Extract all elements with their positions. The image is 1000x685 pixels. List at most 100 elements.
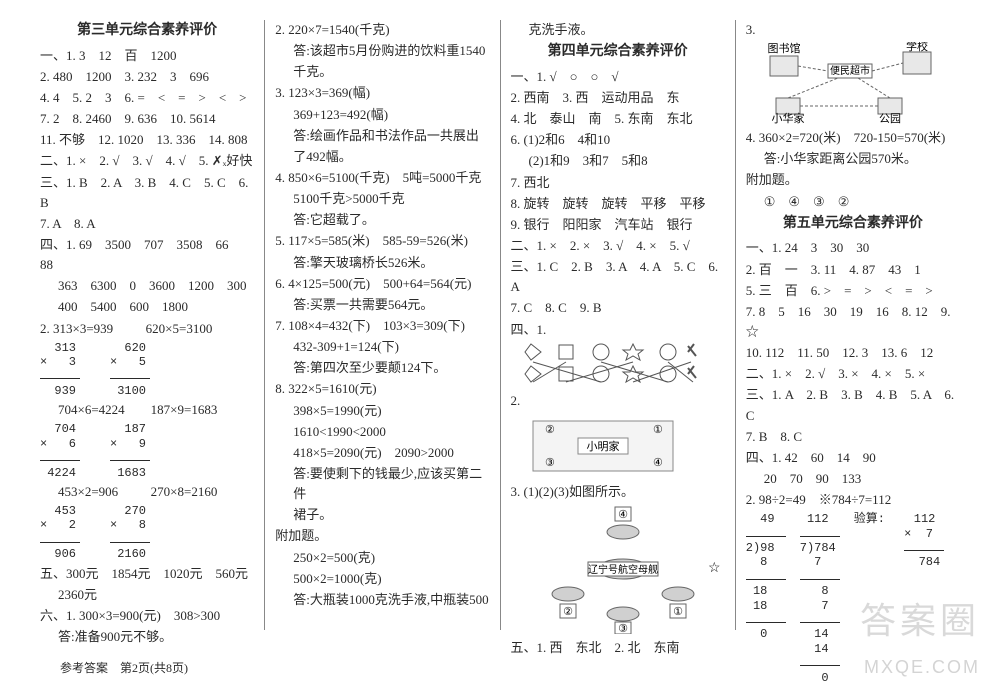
c3-l3: 4. 北 泰山 南 5. 东南 东北 bbox=[511, 109, 725, 129]
d2mr: 784 bbox=[904, 555, 940, 569]
match-svg bbox=[523, 342, 698, 387]
c2-l1: 2. 220×7=1540(千克) bbox=[275, 20, 489, 40]
d1r2: 0 bbox=[746, 627, 768, 641]
d1d: 2)98 bbox=[746, 541, 775, 555]
d2-line3 bbox=[800, 622, 840, 623]
d1-line1 bbox=[746, 536, 786, 537]
unit3-title: 第三单元综合素养评价 bbox=[40, 20, 254, 42]
c4-l2: 4. 360×2=720(米) 720-150=570(米) bbox=[746, 128, 960, 148]
va-a: 313 bbox=[40, 341, 76, 355]
c2-l19: 418×5=2090(元) 2090>2000 bbox=[275, 443, 489, 463]
c2-l20b: 裙子。 bbox=[275, 505, 489, 525]
va-b: × 3 bbox=[40, 355, 76, 369]
d1-line2 bbox=[746, 579, 786, 580]
d1s2: 18 bbox=[746, 599, 768, 613]
d2m-line bbox=[904, 550, 944, 551]
c3-l2: 2. 西南 3. 西 运动用品 东 bbox=[511, 88, 725, 108]
rect-m2c: ③ bbox=[545, 457, 555, 469]
c4-l9: 7. 8 5 16 30 19 16 8. 12 9. ☆ bbox=[746, 302, 960, 342]
c4-l13: 7. B 8. C bbox=[746, 427, 960, 447]
c3-l15: 五、1. 西 东北 2. 北 东南 bbox=[511, 638, 725, 658]
d2mb: × 7 bbox=[904, 527, 933, 541]
c2-l22: 250×2=500(克) bbox=[275, 548, 489, 568]
d1r1: 18 bbox=[746, 584, 768, 598]
vmult-270x8: 270 × 8 2160 bbox=[110, 504, 150, 562]
ve-b: × 2 bbox=[40, 518, 76, 532]
d2d: 7)784 bbox=[800, 541, 836, 555]
c2-l11: 6. 4×125=500(元) 500+64=564(元) bbox=[275, 274, 489, 294]
d2-line1 bbox=[800, 536, 840, 537]
ship-m3: ③ bbox=[618, 623, 628, 634]
c2-l15: 答:第四次至少要颠124下。 bbox=[275, 358, 489, 378]
c1-l2: 2. 480 1200 3. 232 3 696 bbox=[40, 67, 254, 87]
div-98-2: 49 2)98 8 18 18 0 bbox=[746, 512, 786, 685]
c2-l5: 答:绘画作品和书法作品一共展出 bbox=[275, 126, 489, 146]
c1-l11: 400 5400 600 1800 bbox=[40, 297, 254, 317]
c2-l12: 答:买票一共需要564元。 bbox=[275, 295, 489, 315]
c3-l10: 三、1. C 2. B 3. A 4. A 5. C 6. A bbox=[511, 257, 725, 297]
c3-l13: 2. bbox=[511, 391, 725, 411]
c1-l12: 2. 313×3=939 620×5=3100 bbox=[40, 319, 254, 339]
ship-star: ☆ bbox=[708, 561, 721, 576]
vf-a: 270 bbox=[110, 504, 146, 518]
c1-l6: 二、1. × 2. √ 3. √ 4. √ 5. ✗ₓ好快 bbox=[40, 151, 254, 171]
c1-l13: 704×6=4224 187×9=1683 bbox=[40, 400, 254, 420]
c3-l4: 6. (1)2和6 4和10 bbox=[511, 130, 725, 150]
vmult-313x3: 313 × 3 939 bbox=[40, 341, 80, 399]
c2-l21: 附加题。 bbox=[275, 526, 489, 546]
vc-a: 704 bbox=[40, 422, 76, 436]
va-c: 939 bbox=[40, 384, 76, 398]
vf-line bbox=[110, 542, 150, 543]
c2-l13: 7. 108×4=432(下) 103×3=309(下) bbox=[275, 316, 489, 336]
vertical-mult-row-2: 704 × 6 4224 187 × 9 1683 bbox=[40, 422, 254, 480]
c4-l12: 三、1. A 2. B 3. B 4. B 5. A 6. C bbox=[746, 385, 960, 425]
c2-l18: 1610<1990<2000 bbox=[275, 422, 489, 442]
map-a: 图书馆 bbox=[767, 42, 800, 55]
c3-l5: (2)1和9 3和7 5和8 bbox=[511, 151, 725, 171]
rect-direction-diagram: 小明家 ② ① ③ ④ bbox=[523, 413, 725, 478]
ship-m4: ④ bbox=[618, 509, 628, 521]
c4-l7: 2. 百 一 3. 11 4. 87 43 1 bbox=[746, 260, 960, 280]
vb-c: 3100 bbox=[110, 384, 146, 398]
c2-l23: 500×2=1000(克) bbox=[275, 569, 489, 589]
map-svg: 图书馆 学校 便民超市 小华家 公园 bbox=[758, 42, 948, 124]
vmult-453x2: 453 × 2 906 bbox=[40, 504, 80, 562]
c2-l2b: 千克。 bbox=[275, 62, 489, 82]
d2s1: 7 bbox=[800, 555, 822, 569]
c3-l14: 3. (1)(2)(3)如图所示。 bbox=[511, 482, 725, 502]
ship-center-label: 辽宁号航空母舰 bbox=[588, 563, 658, 576]
c2-l14: 432-309+1=124(下) bbox=[275, 337, 489, 357]
c4-l14: 四、1. 42 60 14 90 bbox=[746, 448, 960, 468]
ship-svg: ☆ 辽宁号航空母舰 ④ ② ① ③ bbox=[523, 504, 723, 634]
c2-l7: 5100千克>5000千克 bbox=[275, 189, 489, 209]
vmult-620x5: 620 × 5 3100 bbox=[110, 341, 150, 399]
column-1: 第三单元综合素养评价 一、1. 3 12 百 1200 2. 480 1200 … bbox=[30, 20, 264, 630]
unit4-title: 第四单元综合素养评价 bbox=[511, 41, 725, 63]
vmult-187x9: 187 × 9 1683 bbox=[110, 422, 150, 480]
unit5-title: 第五单元综合素养评价 bbox=[746, 213, 960, 235]
c4-l15: 20 70 90 133 bbox=[746, 469, 960, 489]
ve-a: 453 bbox=[40, 504, 76, 518]
rect-m2a: ② bbox=[545, 424, 555, 436]
ship-diagram: ☆ 辽宁号航空母舰 ④ ② ① ③ bbox=[523, 504, 725, 634]
d2q: 112 bbox=[800, 512, 829, 526]
d2-line4 bbox=[800, 665, 840, 666]
c1-l8: 7. A 8. A bbox=[40, 214, 254, 234]
c1-l1: 一、1. 3 12 百 1200 bbox=[40, 46, 254, 66]
d2-line2 bbox=[800, 579, 840, 580]
c2-l9: 5. 117×5=585(米) 585-59=526(米) bbox=[275, 231, 489, 251]
c4-l11: 二、1. × 2. √ 3. × 4. × 5. × bbox=[746, 364, 960, 384]
c4-l10: 10. 112 11. 50 12. 3 13. 6 12 bbox=[746, 343, 960, 363]
vb-b: × 5 bbox=[110, 355, 146, 369]
c1-l3: 4. 4 5. 2 3 6. = < = > < > bbox=[40, 88, 254, 108]
c1-l5: 11. 不够 12. 1020 13. 336 14. 808 bbox=[40, 130, 254, 150]
vertical-mult-row-1: 313 × 3 939 620 × 5 3100 bbox=[40, 341, 254, 399]
c4-l6: 一、1. 24 3 30 30 bbox=[746, 238, 960, 258]
c3-l11: 7. C 8. C 9. B bbox=[511, 298, 725, 318]
vf-b: × 8 bbox=[110, 518, 146, 532]
ve-c: 906 bbox=[40, 547, 76, 561]
c4-l16: 2. 98÷2=49 ※784÷7=112 bbox=[746, 490, 960, 510]
c2-l4: 369+123=492(幅) bbox=[275, 105, 489, 125]
vd-a: 187 bbox=[110, 422, 146, 436]
c1-l18: 答:准备900元不够。 bbox=[40, 627, 254, 647]
